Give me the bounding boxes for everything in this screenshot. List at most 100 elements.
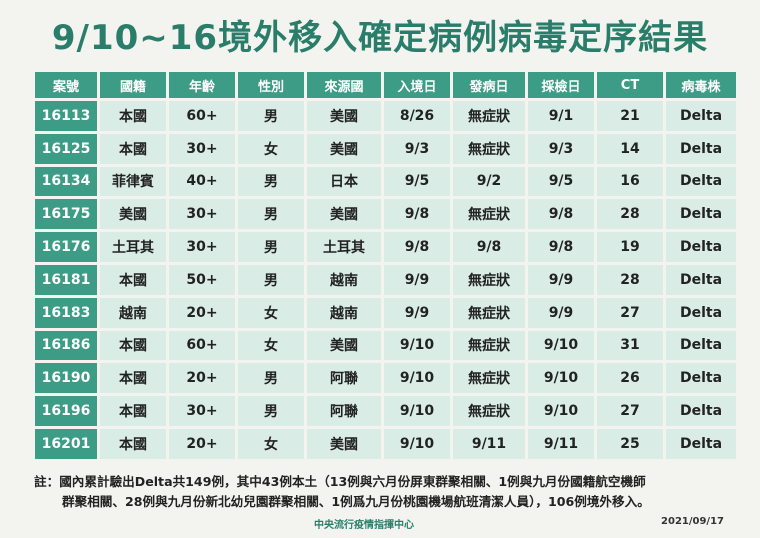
table-row: 16186 本國 60+ 女美國 9/10 無症狀 9/10 31 Delta (35, 330, 736, 361)
page-title: 9/10~16境外移入確定病例病毒定序結果 (51, 18, 709, 58)
case-id-cell: 16201 (35, 428, 97, 459)
table-cell: 菲律賓 (100, 166, 166, 197)
table-row: 16125 本國 30+ 女美國 9/3 無症狀 9/3 14 Delta (35, 133, 736, 164)
table-cell: 25 (597, 428, 663, 459)
table-cell: Delta (666, 166, 736, 197)
table-cell: Delta (666, 264, 736, 295)
table-cell: 9/11 (528, 428, 594, 459)
case-id-cell: 16183 (35, 297, 97, 328)
table-cell: 30+ (169, 396, 235, 426)
table-cell: 9/10 (384, 428, 450, 459)
table-cell: 本國 (100, 264, 166, 295)
table-cell: 土耳其 (307, 232, 381, 262)
table-cell: 本國 (100, 396, 166, 426)
agency-name: 中央流行疫情指揮中心 (314, 520, 414, 531)
table-cell: Delta (666, 363, 736, 394)
table-cell: 阿聯 (307, 396, 381, 426)
table-cell: 9/11 (453, 428, 525, 459)
publish-date: 2021/09/17 (661, 516, 724, 527)
table-cell: 女 (238, 330, 304, 361)
table-cell: 9/10 (528, 396, 594, 426)
table-row: 16175 美國 30+ 男美國 9/8 無症狀 9/8 28 Delta (35, 199, 736, 230)
table-cell: 9/1 (528, 101, 594, 131)
table-cell: 越南 (307, 297, 381, 328)
table-cell: 19 (597, 232, 663, 262)
case-id-cell: 16176 (35, 232, 97, 262)
table-cell: 9/8 (528, 232, 594, 262)
footnote-line-1: 註：國內累計驗出Delta共149例，其中43例本土（13例與六月份屏東群聚相關… (34, 474, 646, 489)
table-cell: 27 (597, 297, 663, 328)
table-cell: 9/9 (384, 264, 450, 295)
table-cell: 9/10 (384, 363, 450, 394)
table-cell: 28 (597, 199, 663, 230)
table-cell: 男 (238, 101, 304, 131)
table-row: 16183 越南 20+ 女越南 9/9 無症狀 9/9 27 Delta (35, 297, 736, 328)
table-cell: 31 (597, 330, 663, 361)
table-cell: 9/10 (528, 330, 594, 361)
table-body: 16113 本國 60+ 男美國 8/26 無症狀 9/1 21 Delta 16125 本國 30+… (35, 101, 736, 459)
table-cell: 9/5 (528, 166, 594, 197)
table-cell: 本國 (100, 330, 166, 361)
table-cell: 60+ (169, 101, 235, 131)
column-header: 採檢日 (528, 72, 594, 98)
table-row: 16134 菲律賓 40+ 男日本 9/5 9/2 9/5 16 Delta (35, 166, 736, 197)
table-cell: 越南 (307, 264, 381, 295)
table-cell: 日本 (307, 166, 381, 197)
table-row: 16113 本國 60+ 男美國 8/26 無症狀 9/1 21 Delta (35, 101, 736, 131)
table-cell: 無症狀 (453, 101, 525, 131)
table-row: 16201 本國 20+ 女美國 9/10 9/11 9/11 25 Delta (35, 428, 736, 459)
table-cell: 美國 (307, 199, 381, 230)
table-header-row: 案號 國籍 年齡 性別 來源國 入境日 發病日 採檢日 CT 病毒株 (35, 72, 736, 98)
table-row: 16176 土耳其 30+ 男土耳其 9/8 9/8 9/8 19 Delta (35, 232, 736, 262)
case-id-cell: 16186 (35, 330, 97, 361)
table-row: 16181 本國 50+ 男越南 9/9 無症狀 9/9 28 Delta (35, 264, 736, 295)
table-cell: Delta (666, 133, 736, 164)
table-cell: 本國 (100, 133, 166, 164)
case-id-cell: 16181 (35, 264, 97, 295)
table-cell: 無症狀 (453, 133, 525, 164)
table-cell: 9/10 (384, 330, 450, 361)
table-cell: 30+ (169, 232, 235, 262)
table-cell: 9/3 (384, 133, 450, 164)
table-cell: 8/26 (384, 101, 450, 131)
case-id-cell: 16175 (35, 199, 97, 230)
table-cell: 9/8 (453, 232, 525, 262)
table-cell: Delta (666, 101, 736, 131)
table-cell: 阿聯 (307, 363, 381, 394)
table-cell: 無症狀 (453, 264, 525, 295)
table-cell: 21 (597, 101, 663, 131)
column-header: 年齡 (169, 72, 235, 98)
table-cell: 無症狀 (453, 396, 525, 426)
table-cell: 9/8 (528, 199, 594, 230)
column-header: CT (597, 72, 663, 98)
table-cell: 美國 (307, 330, 381, 361)
table-cell: 本國 (100, 101, 166, 131)
column-header: 國籍 (100, 72, 166, 98)
column-header: 發病日 (453, 72, 525, 98)
table-cell: 美國 (307, 428, 381, 459)
table-cell: 土耳其 (100, 232, 166, 262)
table-cell: 20+ (169, 428, 235, 459)
table-cell: 27 (597, 396, 663, 426)
table-cell: 本國 (100, 428, 166, 459)
case-id-cell: 16113 (35, 101, 97, 131)
table-cell: 女 (238, 428, 304, 459)
table-cell: 無症狀 (453, 199, 525, 230)
table-cell: 14 (597, 133, 663, 164)
column-header: 案號 (35, 72, 97, 98)
table-cell: 9/9 (528, 297, 594, 328)
column-header: 病毒株 (666, 72, 736, 98)
table-cell: 50+ (169, 264, 235, 295)
table-cell: 男 (238, 363, 304, 394)
table-cell: Delta (666, 330, 736, 361)
table-cell: 無症狀 (453, 297, 525, 328)
table-cell: 男 (238, 396, 304, 426)
table-cell: Delta (666, 396, 736, 426)
column-header: 性別 (238, 72, 304, 98)
table-cell: 女 (238, 133, 304, 164)
table-cell: Delta (666, 199, 736, 230)
table-cell: 9/8 (384, 232, 450, 262)
table-cell: 女 (238, 297, 304, 328)
table-cell: Delta (666, 428, 736, 459)
table-cell: 美國 (307, 101, 381, 131)
